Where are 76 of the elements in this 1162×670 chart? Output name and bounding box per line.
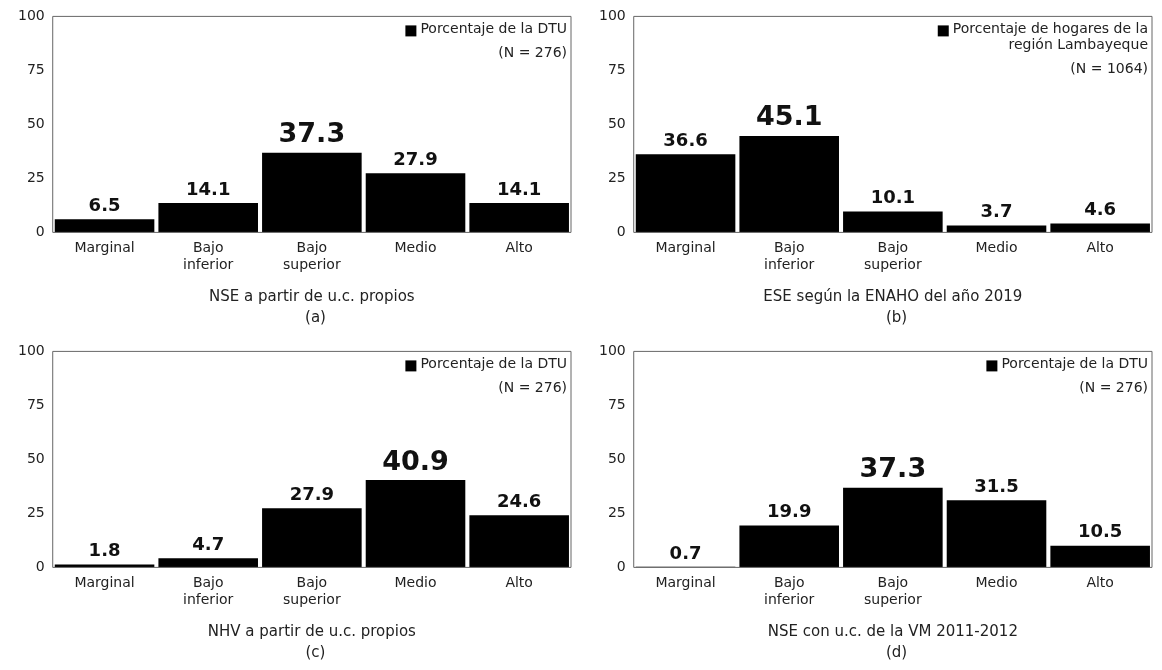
y-tick-label: 0 [35,223,45,240]
data-label: 27.9 [393,147,438,169]
y-tick-label: 0 [616,223,626,240]
data-label: 1.8 [88,539,121,561]
x-tick-label: Medio [975,239,1018,256]
y-tick-label: 50 [26,450,45,467]
x-axis-title: NSE con u.c. de la VM 2011-2012 [767,621,1018,640]
data-label: 14.1 [185,177,231,199]
data-label: 19.9 [766,500,812,522]
x-tick-label: Bajo inferior [764,574,815,608]
x-tick-label: Bajo inferior [183,239,234,273]
y-tick-label: 50 [607,115,626,132]
y-tick-label: 75 [607,61,626,78]
x-tick-label: Medio [394,574,437,591]
legend-label: Porcentaje de la DTU [420,355,567,372]
text: (a) [304,308,327,326]
data-label: 37.3 [859,452,927,484]
data-label: 27.9 [289,482,335,504]
x-tick-label: Alto [1086,239,1114,256]
data-label: 45.1 [755,100,823,132]
x-tick-label: Marginal [74,239,135,256]
y-tick-label: 25 [26,504,45,521]
y-tick-label: 75 [26,61,45,78]
x-axis-title: NHV a partir de u.c. propios [207,621,417,640]
data-label: 37.3 [278,117,346,149]
data-label: 0.7 [669,541,702,563]
x-tick-label: Bajo superior [283,239,341,273]
y-tick-label: 100 [598,342,626,359]
x-tick-label: Marginal [74,574,135,591]
y-tick-label: 0 [35,558,45,575]
annotation: (N = 276) [1079,379,1148,396]
text: (c) [304,643,327,661]
data-label: 4.6 [1084,198,1117,220]
y-tick-label: 100 [17,7,45,24]
data-label: 36.6 [663,129,708,151]
y-tick-label: 75 [26,396,45,413]
data-label: 4.7 [192,532,225,554]
x-tick-label: Bajo superior [864,239,922,273]
y-tick-label: 25 [607,504,626,521]
annotation: (N = 1064) [1070,60,1148,77]
annotation: (N = 276) [498,44,567,61]
x-tick-label: Marginal [655,239,716,256]
annotation: (N = 276) [498,379,567,396]
data-label: 3.7 [980,200,1013,222]
x-tick-label: Bajo inferior [764,239,815,273]
data-label: 31.5 [974,475,1019,497]
x-axis-title: ESE según la ENAHO del año 2019 [763,286,1023,305]
x-axis-title: NSE a partir de u.c. propios [209,286,415,305]
x-tick-label: Bajo inferior [183,574,234,608]
data-label: 6.5 [88,194,121,216]
legend-label: Porcentaje de la DTU [1001,355,1148,372]
x-tick-label: Bajo superior [283,574,341,608]
x-tick-label: Alto [505,239,533,256]
text: (d) [884,643,909,661]
y-tick-label: 100 [17,342,45,359]
x-tick-label: Marginal [655,574,716,591]
data-label: 10.5 [1077,520,1123,542]
legend-label: Porcentaje de hogares de la región Lambayeque [952,20,1148,53]
x-tick-label: Bajo superior [864,574,922,608]
y-tick-label: 50 [26,115,45,132]
y-tick-label: 50 [607,450,626,467]
data-label: 10.1 [870,186,916,208]
y-tick-label: 75 [607,396,626,413]
x-tick-label: Alto [1086,574,1114,591]
y-tick-label: 25 [607,169,626,186]
text: (b) [884,308,909,326]
data-label: 40.9 [382,444,449,476]
data-label: 24.6 [496,489,542,511]
x-tick-label: Alto [505,574,533,591]
y-tick-label: 100 [598,7,626,24]
data-label: 14.1 [496,177,542,199]
x-tick-label: Medio [975,574,1018,591]
y-tick-label: 25 [26,169,45,186]
x-tick-label: Medio [394,239,437,256]
y-tick-label: 0 [616,558,626,575]
legend-label: Porcentaje de la DTU [420,20,567,37]
